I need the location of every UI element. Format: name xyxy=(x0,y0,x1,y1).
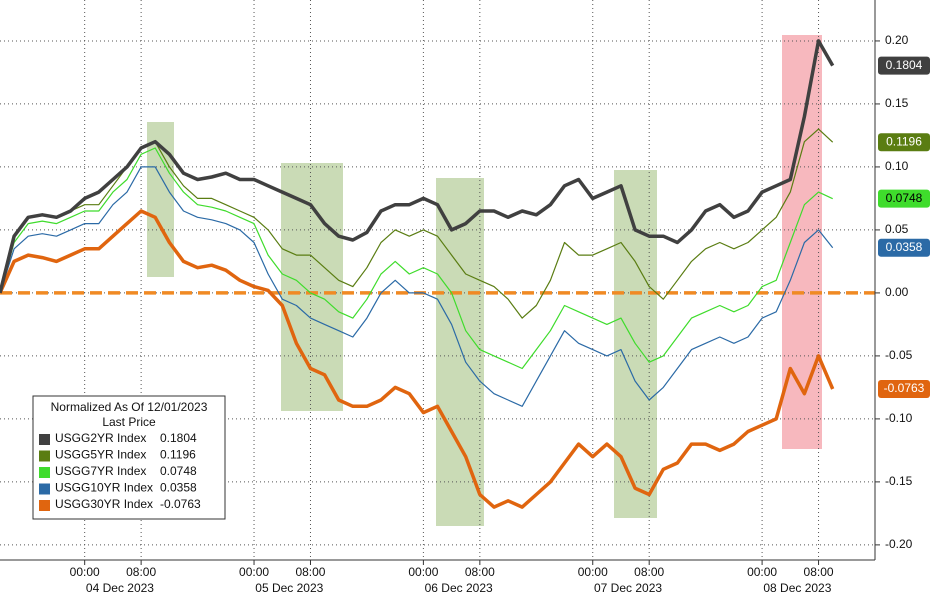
series-line xyxy=(0,166,834,407)
y-tick-label: 0.05 xyxy=(885,222,909,236)
legend-value: 0.1196 xyxy=(160,448,196,462)
x-date-label: 06 Dec 2023 xyxy=(425,581,493,595)
last-value-box xyxy=(878,133,930,152)
last-value-label: 0.1804 xyxy=(886,58,923,72)
x-tick-label: 00:00 xyxy=(70,565,100,579)
x-tick-label: 00:00 xyxy=(408,565,438,579)
x-tick-label: 00:00 xyxy=(239,565,269,579)
legend-value: -0.0763 xyxy=(160,497,201,511)
x-date-label: 08 Dec 2023 xyxy=(763,581,831,595)
last-value-box xyxy=(878,238,930,257)
legend-swatch xyxy=(39,500,50,511)
last-value-label: 0.0358 xyxy=(886,240,923,254)
x-tick-label: 08:00 xyxy=(126,565,156,579)
y-tick-label: -0.10 xyxy=(885,411,913,425)
y-tick-label: -0.20 xyxy=(885,537,913,551)
series-line xyxy=(0,147,833,370)
last-value-box xyxy=(878,380,930,399)
legend-entries: USGG2YR Index 0.1804 USGG5YR Index 0.1196 US… xyxy=(39,431,201,511)
legend-label: USGG2YR Index xyxy=(55,431,146,445)
x-date-label: 04 Dec 2023 xyxy=(86,581,154,595)
legend-value: 0.0748 xyxy=(160,464,197,478)
x-tick-label: 08:00 xyxy=(295,565,325,579)
last-value-label: -0.0763 xyxy=(884,381,925,395)
x-tick-label: 00:00 xyxy=(578,565,608,579)
y-tick-label: -0.15 xyxy=(885,474,913,488)
legend-swatch xyxy=(39,434,50,445)
y-tick-label: 0.10 xyxy=(885,159,909,173)
legend-value: 0.0358 xyxy=(160,481,197,495)
last-value-label: 0.0748 xyxy=(886,191,923,205)
legend-swatch xyxy=(39,450,50,462)
legend-swatch xyxy=(39,483,50,495)
highlight xyxy=(436,178,484,526)
y-tick-label: 0.20 xyxy=(885,33,909,47)
x-tick-label: 08:00 xyxy=(465,565,495,579)
legend-label: USGG5YR Index xyxy=(55,448,146,462)
legend-swatch xyxy=(39,467,50,478)
x-tick-label: 08:00 xyxy=(804,565,834,579)
legend: Normalized As Of 12/01/2023 Last Price U… xyxy=(32,395,226,520)
series-line xyxy=(0,209,835,509)
legend-title: Normalized As Of 12/01/2023 xyxy=(51,400,208,414)
last-value-label: 0.1196 xyxy=(886,134,922,148)
y-tick-label: 0.15 xyxy=(885,96,909,110)
series-line xyxy=(0,39,835,294)
legend-label: USGG7YR Index xyxy=(55,464,146,478)
x-date-label: 07 Dec 2023 xyxy=(594,581,662,595)
legend-box xyxy=(32,395,226,520)
y-tick-label: 0.00 xyxy=(885,285,909,299)
legend-subtitle: Last Price xyxy=(102,415,156,429)
x-tick-label: 08:00 xyxy=(634,565,664,579)
legend-value: 0.1804 xyxy=(160,431,197,445)
axis-labels: 0.20 0.15 0.10 0.05 0.00 -0.05 -0.10 -0.15 -0.20… xyxy=(70,33,930,595)
x-tick-label: 00:00 xyxy=(747,565,777,579)
last-value-box xyxy=(878,56,930,75)
x-date-label: 05 Dec 2023 xyxy=(255,581,323,595)
legend-label: USGG10YR Index xyxy=(55,481,153,495)
highlight-regions xyxy=(147,35,822,526)
legend-label: USGG30YR Index xyxy=(55,497,153,511)
y-tick-label: -0.05 xyxy=(885,348,913,362)
lines xyxy=(0,39,875,509)
last-value-box xyxy=(878,189,930,208)
highlight xyxy=(281,163,343,411)
